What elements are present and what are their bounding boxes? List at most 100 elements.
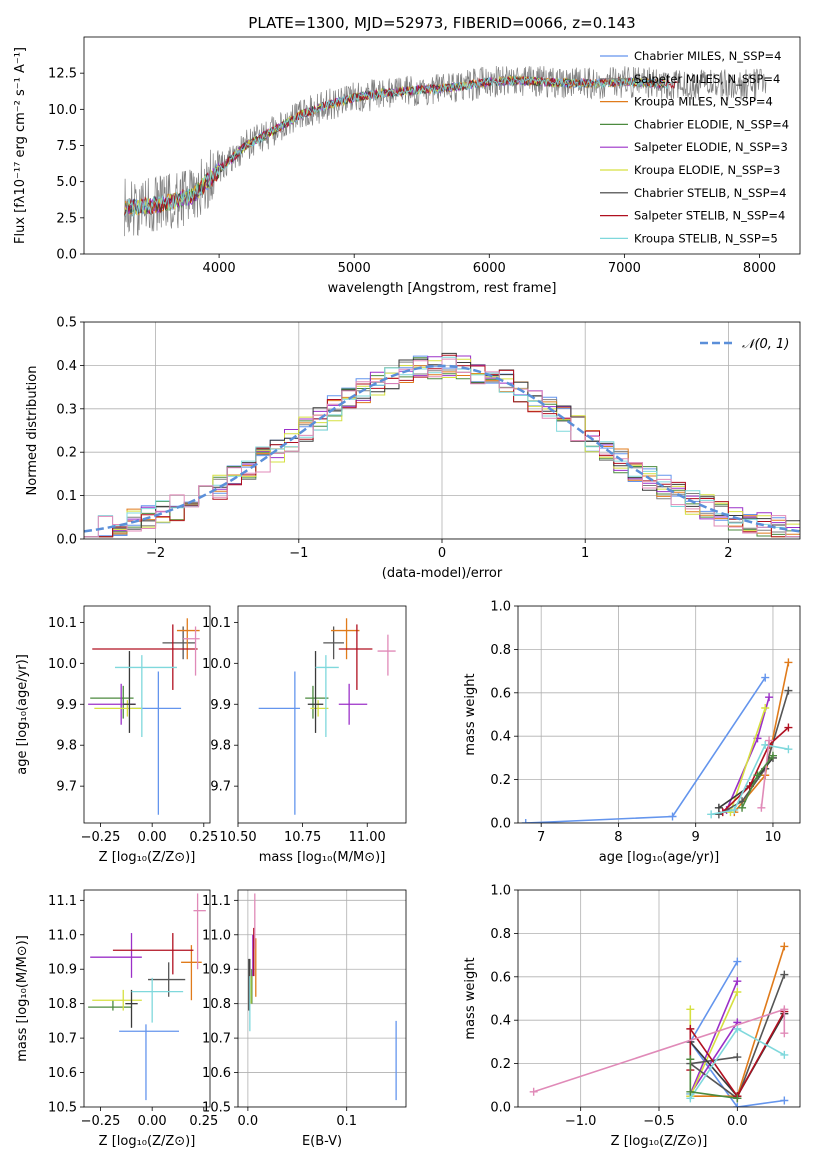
weight-point-marker (733, 1024, 742, 1033)
axes-frame (237, 889, 407, 1108)
y-tick-label: 0.2 (490, 773, 511, 788)
y-tick-label: 0.8 (490, 643, 511, 658)
axes-mass_vs_EBV: 0.0 0.1 10.5 10.6 10.7 10.8 10.9 11.0 11.1 E(B-V) (202, 889, 407, 1149)
plot-area (518, 890, 800, 1107)
x-tick-label: 0 (438, 546, 446, 561)
legend-label: Chabrier MILES, N_SSP=4 (634, 49, 781, 63)
axes-age_vs_mass: 10.50 10.75 11.00 9.7 9.8 9.9 10.0 10.1 mass [lo… (202, 605, 407, 865)
y-tick-label: 10.7 (48, 1032, 77, 1047)
weight-point-marker (765, 693, 774, 702)
y-tick-label: 10.1 (48, 616, 77, 631)
x-tick-label: 7000 (608, 261, 641, 276)
x-axis-label: E(B-V) (302, 1134, 342, 1149)
legend-label: Kroupa ELODIE, N_SSP=3 (634, 163, 780, 177)
y-tick-label: 0.0 (56, 248, 77, 263)
weight-point-marker (757, 803, 766, 812)
y-tick-label: 10.5 (48, 1101, 77, 1116)
weight-series-line (733, 662, 790, 813)
legend-label: Chabrier STELIB, N_SSP=4 (634, 186, 786, 200)
weight-series-line (718, 690, 790, 815)
weight-point-marker (780, 1005, 789, 1014)
x-axis-label: wavelength [Angstrom, rest frame] (328, 281, 557, 296)
weight-point-marker (714, 803, 723, 812)
x-tick-label: −1 (289, 546, 308, 561)
y-tick-label: 10.5 (202, 1101, 231, 1116)
x-axis-label: (data-model)/error (382, 566, 503, 581)
y-tick-label: 10.8 (202, 997, 231, 1012)
weight-series-line (688, 974, 786, 1100)
x-tick-label: 5000 (338, 261, 371, 276)
y-tick-label: 0.4 (56, 359, 77, 374)
x-tick-label: −1.0 (565, 1114, 597, 1129)
weight-point-marker (784, 723, 793, 732)
y-tick-label: 10.0 (48, 103, 77, 118)
y-axis-label: mass weight (463, 957, 478, 1039)
weight-point-marker (780, 1096, 789, 1105)
y-tick-label: 2.5 (56, 211, 77, 226)
y-tick-label: 11.1 (48, 894, 77, 909)
weight-series-line (711, 744, 789, 816)
y-tick-label: 0.8 (490, 927, 511, 942)
axes-frame (83, 605, 211, 824)
y-tick-label: 0.0 (56, 533, 77, 548)
y-axis-label: mass [log₁₀(M/M⊙)] (15, 935, 30, 1062)
x-tick-label: 11.00 (349, 830, 386, 845)
y-tick-label: 9.9 (56, 698, 77, 713)
x-axis-label: mass [log₁₀(M/M⊙)] (259, 850, 386, 865)
y-tick-label: 1.0 (490, 600, 511, 615)
weight-point-marker (733, 987, 742, 996)
weight-point-marker (784, 745, 793, 754)
x-tick-label: −2 (146, 546, 165, 561)
weight-point-marker (761, 673, 770, 682)
x-tick-label: 4000 (203, 261, 236, 276)
plot-area (258, 618, 396, 815)
y-tick-label: 10.9 (202, 963, 231, 978)
x-tick-label: 0.00 (138, 1114, 167, 1129)
model-spectrum-line (124, 76, 679, 217)
y-tick-label: 0.1 (56, 489, 77, 504)
y-tick-label: 0.5 (56, 316, 77, 331)
y-tick-label: 0.0 (490, 817, 511, 832)
y-tick-label: 11.0 (202, 928, 231, 943)
y-axis-label: Normed distribution (25, 366, 40, 496)
axes-weight_vs_age: 7 8 9 10 0.0 0.2 0.4 0.6 0.8 1.0 age [log₁₀(age/yr… (463, 600, 801, 865)
legend: Chabrier MILES, N_SSP=4 Salpeter MILES, N… (600, 49, 789, 245)
x-tick-label: 0.0 (238, 1114, 259, 1129)
weight-series-line (689, 961, 785, 1107)
y-tick-label: 9.7 (56, 780, 77, 795)
y-tick-label: 0.0 (490, 1101, 511, 1116)
x-tick-label: 10.50 (219, 830, 256, 845)
x-tick-label: −0.5 (643, 1114, 675, 1129)
x-tick-label: 0.25 (189, 830, 218, 845)
x-tick-label: 1 (581, 546, 589, 561)
y-tick-label: 0.4 (490, 730, 511, 745)
plot-area (88, 893, 206, 1101)
y-tick-label: 10.0 (202, 657, 231, 672)
weight-point-marker (733, 977, 742, 986)
x-axis-label: Z [log₁₀(Z/Z⊙)] (611, 1134, 708, 1149)
weight-point-marker (686, 1055, 695, 1064)
weight-point-marker (733, 1094, 742, 1103)
histogram-step-line (84, 358, 800, 538)
legend-label: Salpeter MILES, N_SSP=4 (634, 72, 780, 86)
weight-point-marker (780, 970, 789, 979)
weight-point-marker (753, 771, 762, 780)
weight-point-marker (733, 1103, 742, 1107)
y-tick-label: 10.1 (202, 616, 231, 631)
legend-label: Chabrier ELODIE, N_SSP=4 (634, 117, 789, 131)
weight-point-marker (733, 957, 742, 966)
y-tick-label: 0.2 (56, 446, 77, 461)
x-tick-label: 9 (692, 830, 700, 845)
legend-label: Kroupa MILES, N_SSP=4 (634, 95, 773, 109)
weight-point-marker (730, 805, 739, 814)
plot-area (124, 65, 767, 237)
x-tick-label: 10 (765, 830, 782, 845)
weight-point-marker (529, 1087, 538, 1096)
y-tick-label: 0.6 (490, 686, 511, 701)
model-spectrum-line (124, 75, 672, 218)
x-tick-label: 7 (537, 830, 545, 845)
weight-point-marker (780, 942, 789, 951)
x-tick-label: 0.25 (189, 1114, 218, 1129)
weight-series-line (760, 740, 770, 808)
weight-point-marker (521, 819, 530, 823)
